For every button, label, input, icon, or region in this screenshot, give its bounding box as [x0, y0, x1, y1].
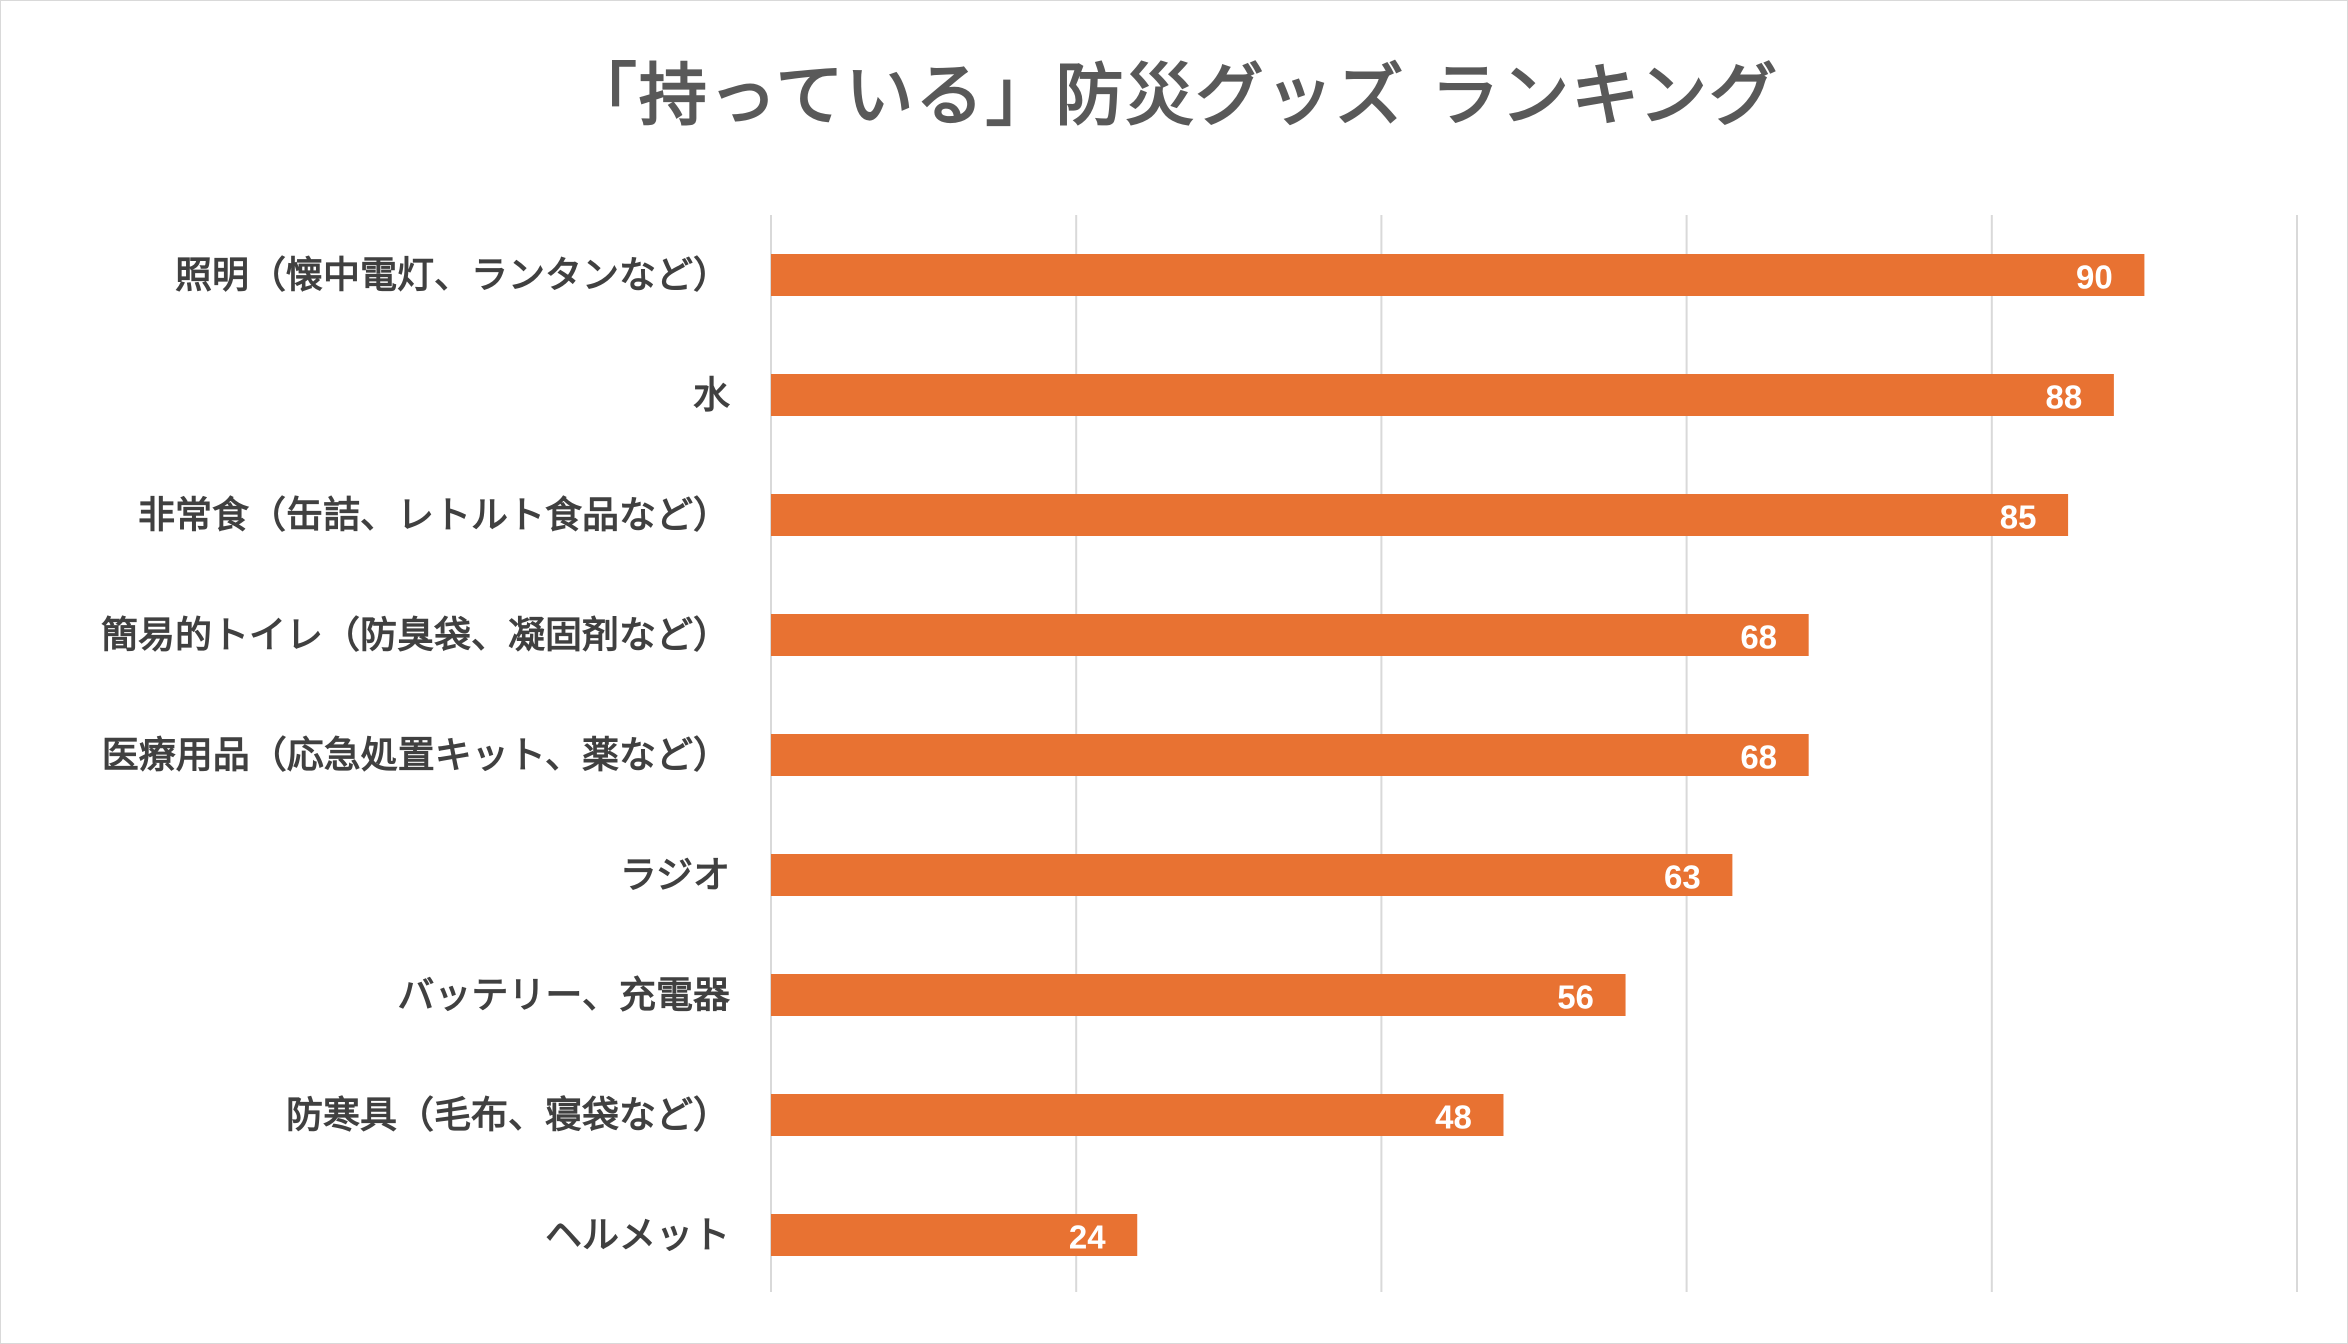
value-label-6: 56 — [1557, 979, 1594, 1016]
value-label-5: 63 — [1664, 859, 1701, 896]
bar-4 — [771, 734, 1809, 776]
category-label-1: 水 — [693, 374, 731, 417]
bar-7 — [771, 1094, 1504, 1136]
bar-6 — [771, 974, 1626, 1016]
bar-5 — [771, 854, 1733, 896]
chart-title: 「持っている」防災グッズ ランキング — [568, 57, 1780, 136]
category-label-5: ラジオ — [620, 854, 730, 897]
value-label-4: 68 — [1740, 739, 1777, 776]
category-label-8: ヘルメット — [545, 1214, 730, 1257]
value-label-7: 48 — [1435, 1099, 1472, 1136]
value-label-8: 24 — [1069, 1219, 1106, 1256]
value-label-2: 85 — [2000, 499, 2037, 536]
bar-3 — [771, 614, 1809, 656]
bar-2 — [771, 494, 2069, 536]
bar-1 — [771, 374, 2114, 416]
value-label-0: 90 — [2076, 259, 2113, 296]
bar-8 — [771, 1214, 1138, 1256]
value-label-1: 88 — [2046, 379, 2083, 416]
category-label-4: 医療用品（応急処置キット、薬など） — [102, 734, 730, 777]
value-label-3: 68 — [1740, 619, 1777, 656]
category-label-6: バッテリー、充電器 — [397, 974, 731, 1017]
category-label-0: 照明（懐中電灯、ランタンなど） — [175, 254, 730, 297]
category-label-7: 防寒具（毛布、寝袋など） — [286, 1094, 730, 1137]
category-label-2: 非常食（缶詰、レトルト食品など） — [138, 494, 730, 537]
category-label-3: 簡易的トイレ（防臭袋、凝固剤など） — [101, 614, 730, 657]
bar-0 — [771, 254, 2145, 296]
